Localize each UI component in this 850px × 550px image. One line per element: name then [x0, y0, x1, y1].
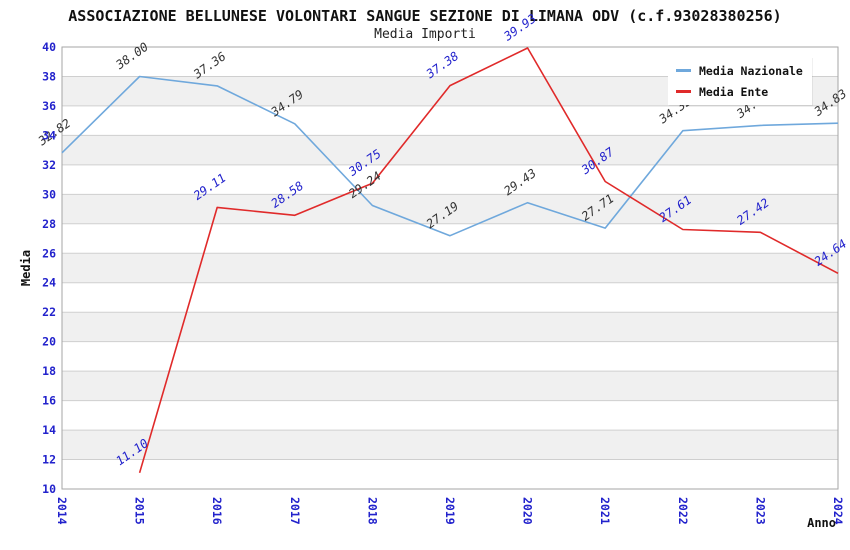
y-tick-label: 14 [42, 423, 56, 437]
y-tick-label: 20 [42, 335, 56, 349]
series-line-media-ente [138, 47, 839, 474]
stripe-band [62, 312, 838, 342]
y-tick-label: 38 [42, 69, 56, 83]
chart-legend: Media Nazionale Media Ente [668, 57, 812, 105]
legend-item-media-nazionale: Media Nazionale [668, 60, 812, 81]
point-label: 39.93 [500, 11, 538, 44]
stripe-band [62, 430, 838, 460]
plot-border [61, 46, 839, 490]
y-tick-label: 36 [42, 99, 56, 113]
y-tick-label: 32 [42, 158, 56, 172]
x-tick-label: 2015 [133, 497, 147, 525]
y-tick-label: 12 [42, 453, 56, 467]
x-tick-label: 2014 [55, 497, 69, 525]
x-tick-label: 2021 [598, 497, 612, 525]
point-label: 38.00 [112, 40, 150, 73]
stripe-band [62, 135, 838, 165]
x-tick-label: 2016 [210, 497, 224, 525]
legend-swatch-media-nazionale [676, 69, 691, 72]
y-tick-label: 16 [42, 394, 56, 408]
stripe-band [62, 194, 838, 224]
x-tick-label: 2017 [288, 497, 302, 525]
y-tick-label: 18 [42, 364, 56, 378]
legend-swatch-media-ente [676, 90, 691, 93]
y-tick-label: 26 [42, 246, 56, 260]
y-axis-title: Media [19, 250, 33, 286]
chart-title: ASSOCIAZIONE BELLUNESE VOLONTARI SANGUE … [68, 7, 782, 25]
x-axis-title: Anno [807, 516, 836, 530]
y-tick-label: 40 [42, 40, 56, 54]
x-tick-label: 2019 [443, 497, 457, 525]
legend-label-media-nazionale: Media Nazionale [699, 63, 803, 78]
legend-item-media-ente: Media Ente [668, 81, 812, 102]
y-tick-label: 22 [42, 305, 56, 319]
x-tick-label: 2018 [365, 497, 379, 525]
y-tick-label: 30 [42, 187, 56, 201]
y-tick-label: 24 [42, 276, 56, 290]
chart-subtitle: Media Importi [374, 27, 476, 42]
x-tick-label: 2020 [521, 497, 535, 525]
x-tick-label: 2022 [676, 497, 690, 525]
stripe-band [62, 253, 838, 283]
stripe-band [62, 371, 838, 401]
x-tick-label: 2024 [831, 497, 845, 525]
legend-label-media-ente: Media Ente [699, 84, 769, 99]
x-tick-label: 2023 [753, 497, 767, 525]
y-tick-label: 28 [42, 217, 56, 231]
y-tick-label: 10 [42, 482, 56, 496]
series-line-media-nazionale [61, 75, 839, 237]
y-tick-label: 34 [42, 128, 56, 142]
point-label: 29.43 [501, 166, 539, 198]
